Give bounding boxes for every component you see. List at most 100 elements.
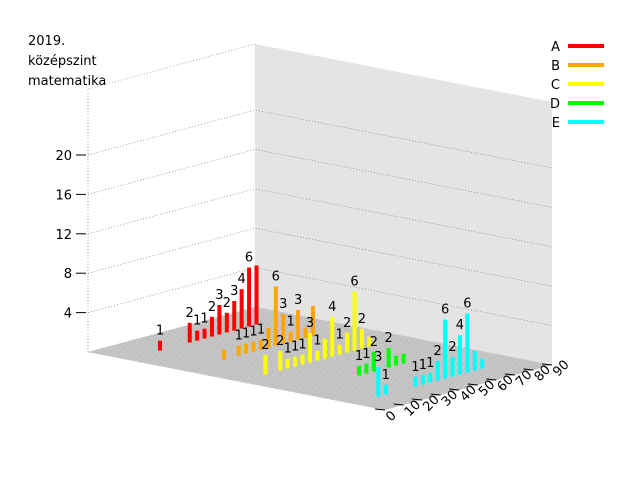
bar-value-label: 4 (456, 318, 464, 333)
floor-grid-line (91, 350, 389, 410)
floor-grid-line (240, 310, 538, 370)
bar-value-label: 3 (215, 288, 223, 303)
bar-value-label: 1 (284, 342, 292, 357)
bar-value-label: 2 (434, 344, 442, 359)
bar-value-label: 1 (411, 360, 419, 375)
bar-value-label: 3 (230, 284, 238, 299)
bar-value-label: 1 (362, 347, 370, 362)
floor-grid-line (151, 334, 449, 394)
bar-value-label: 1 (382, 368, 390, 383)
legend-label: E (552, 116, 560, 131)
bar-value-label: 3 (279, 297, 287, 312)
floor-grid-line (117, 343, 415, 403)
bar-value-label: 1 (235, 329, 243, 344)
bar-value-label: 1 (249, 325, 257, 340)
left-wall-frame (87, 43, 256, 352)
bar-value-label: 1 (291, 340, 299, 355)
z-tick-label: 4 (64, 307, 72, 322)
floor-grid-line (247, 308, 545, 368)
bar-value-label: 2 (208, 300, 216, 315)
z-tick-label: 16 (55, 188, 72, 203)
floor-grid-line (251, 307, 549, 367)
bar-value-label: 6 (350, 274, 358, 289)
bar-value-label: 6 (272, 269, 280, 284)
x-tick-mark (523, 368, 534, 371)
x-tick-mark (430, 393, 441, 396)
floor-grid-line (158, 332, 456, 392)
z-grid-line (87, 109, 553, 169)
bar-value-label: 1 (298, 338, 306, 353)
floor-grid-line (125, 341, 423, 401)
floor-grid-line (87, 351, 386, 411)
bar-value-label: 2 (223, 296, 231, 311)
floor-grid-line (106, 346, 404, 406)
bar-value-label: 2 (385, 331, 393, 346)
legend-label: D (550, 97, 560, 112)
z-tick-label: 12 (55, 228, 72, 243)
x-tick-mark (504, 373, 515, 376)
bar-value-label: 2 (448, 340, 456, 355)
z-tick-label: 20 (55, 149, 72, 164)
bar-value-label: 1 (355, 349, 363, 364)
floor-grid-line (162, 331, 460, 391)
x-tick-mark (486, 378, 497, 381)
bar-value-label: 6 (245, 250, 253, 265)
floor-grid-line (113, 344, 412, 404)
floor-grid-line (254, 306, 553, 366)
legend-label: C (551, 78, 560, 93)
x-tick-label: 0 (383, 408, 399, 424)
bar-value-label: 3 (374, 350, 382, 365)
z-tick-label: 8 (64, 267, 72, 282)
bar-value-label: 2 (186, 306, 194, 321)
floor-grid-line (243, 309, 541, 369)
bar-value-label: 1 (419, 358, 427, 373)
bar-value-label: 6 (463, 297, 471, 312)
bar-value-label: 4 (328, 300, 336, 315)
chart-title-line-2: középszint (28, 54, 97, 69)
bar-value-label: 1 (193, 314, 201, 329)
x-tick-mark (467, 383, 478, 386)
bar-value-label: 2 (358, 312, 366, 327)
x-tick-mark (541, 363, 553, 366)
bar-value-label: 6 (441, 303, 449, 318)
x-tick-mark (393, 403, 404, 406)
bar-value-label: 2 (276, 334, 284, 349)
floor-grid-line (102, 347, 400, 407)
z-grid-line (87, 227, 553, 287)
bar-value-label: 3 (294, 293, 302, 308)
left-wall-edge (87, 43, 256, 352)
floor-grid-line (110, 345, 408, 405)
bar-value-label: 1 (242, 327, 250, 342)
x-tick-label: 90 (550, 358, 572, 380)
z-grid-line (87, 188, 553, 248)
floor-grid-line (147, 335, 445, 395)
bar-value-label: 4 (238, 272, 246, 287)
bar-value-label: 1 (313, 334, 321, 349)
bar-value-label: 3 (306, 316, 314, 331)
floor-grid-line (143, 336, 441, 396)
bar-value-label: 1 (287, 315, 295, 330)
back-wall (255, 44, 552, 365)
floor-grid-line (99, 348, 397, 408)
floor-grid-line (154, 333, 452, 393)
z-grid-line (87, 149, 553, 208)
chart-title-line-3: matematika (28, 74, 107, 89)
chart-title-line-1: 2019. (28, 34, 66, 49)
z-grid-line (87, 267, 553, 326)
x-tick-mark (374, 408, 386, 411)
bar-value-label: 2 (343, 316, 351, 331)
bar-value-label: 1 (257, 323, 265, 338)
x-tick-mark (449, 388, 460, 391)
legend-label: B (551, 59, 560, 74)
bar-value-label: 2 (370, 335, 378, 350)
bar-value-label: 1 (200, 312, 208, 327)
floor-grid-line (121, 342, 419, 402)
bar-value-label: 2 (261, 338, 269, 353)
bar-value-label: 1 (156, 324, 164, 339)
bar-value-label: 1 (336, 328, 344, 343)
floor-grid-line (95, 349, 393, 409)
